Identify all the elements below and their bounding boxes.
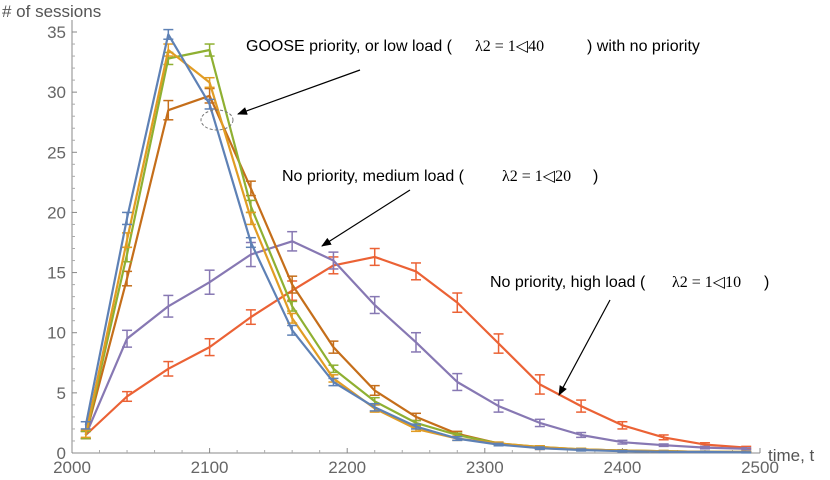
- y-tick-label: 15: [47, 264, 66, 283]
- ticks-layer: 2000 2100 2200 2300 2400 2500 0 5 10 15 20 25 30 35: [47, 23, 779, 477]
- y-tick-label: 25: [47, 143, 66, 162]
- y-tick-label: 35: [47, 23, 66, 42]
- annotation-medium-load-text: No priority, medium load (: [282, 168, 465, 185]
- series-blue: [80, 28, 752, 454]
- annotation-low-load-math: λ2 = 1◁40: [475, 38, 544, 55]
- y-tick-label: 30: [47, 83, 66, 102]
- x-tick-label: 2400: [603, 458, 641, 477]
- y-tick-label: 5: [57, 384, 66, 403]
- annotation-low-load-text: GOOSE priority, or low load (: [246, 38, 453, 55]
- series-line: [84, 33, 747, 454]
- x-axis-title: time, t: [768, 446, 815, 465]
- low-load-arrow: [237, 69, 361, 115]
- medium-load-arrow: [321, 189, 411, 247]
- annotation-high-load-text: No priority, high load (: [490, 274, 646, 291]
- y-tick-label: 0: [57, 444, 66, 463]
- series-layer: [80, 28, 752, 454]
- low-load-highlight-ellipse: [200, 109, 234, 131]
- x-tick-label: 2500: [741, 458, 779, 477]
- annotation-low-load: GOOSE priority, or low load ( λ2 = 1◁40 …: [200, 38, 700, 131]
- x-tick-label: 2200: [328, 458, 366, 477]
- annotation-high-load: No priority, high load ( λ2 = 1◁10 ): [490, 274, 769, 396]
- x-tick-label: 2100: [191, 458, 229, 477]
- annotation-high-load-math: λ2 = 1◁10: [672, 274, 741, 291]
- y-tick-label: 20: [47, 203, 66, 222]
- x-tick-label: 2300: [466, 458, 504, 477]
- x-tick-label: 2000: [53, 458, 91, 477]
- annotation-medium-load-suffix: ): [593, 168, 598, 185]
- series-line: [84, 48, 747, 454]
- annotation-high-load-suffix: ): [764, 274, 769, 291]
- high-load-arrow: [558, 299, 611, 396]
- annotation-medium-load: No priority, medium load ( λ2 = 1◁20 ): [282, 168, 598, 247]
- series-line: [84, 48, 747, 454]
- annotation-medium-load-math: λ2 = 1◁20: [502, 168, 571, 185]
- annotation-low-load-suffix: ) with no priority: [587, 38, 700, 55]
- y-axis-title: # of sessions: [2, 2, 101, 21]
- y-tick-label: 10: [47, 324, 66, 343]
